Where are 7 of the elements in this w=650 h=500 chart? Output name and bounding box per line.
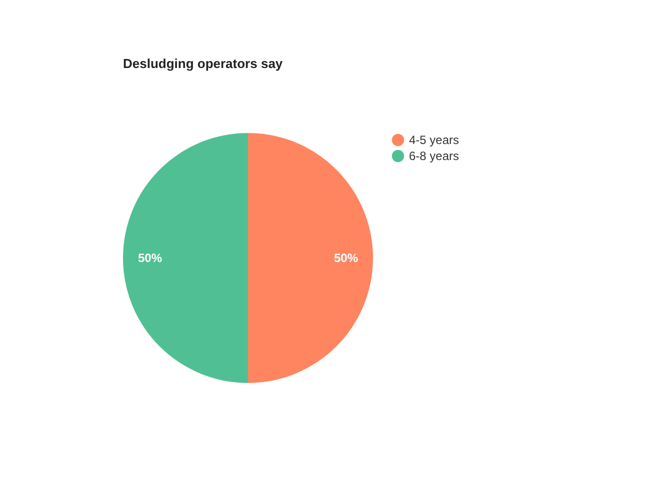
pie-slice — [123, 133, 248, 383]
data-label: 50% — [334, 251, 358, 265]
chart-title: Desludging operators say — [123, 56, 284, 71]
legend-label: 6-8 years — [409, 149, 460, 163]
legend-label: 4-5 years — [409, 133, 460, 147]
pie-slice — [248, 133, 373, 383]
data-label: 50% — [138, 251, 162, 265]
